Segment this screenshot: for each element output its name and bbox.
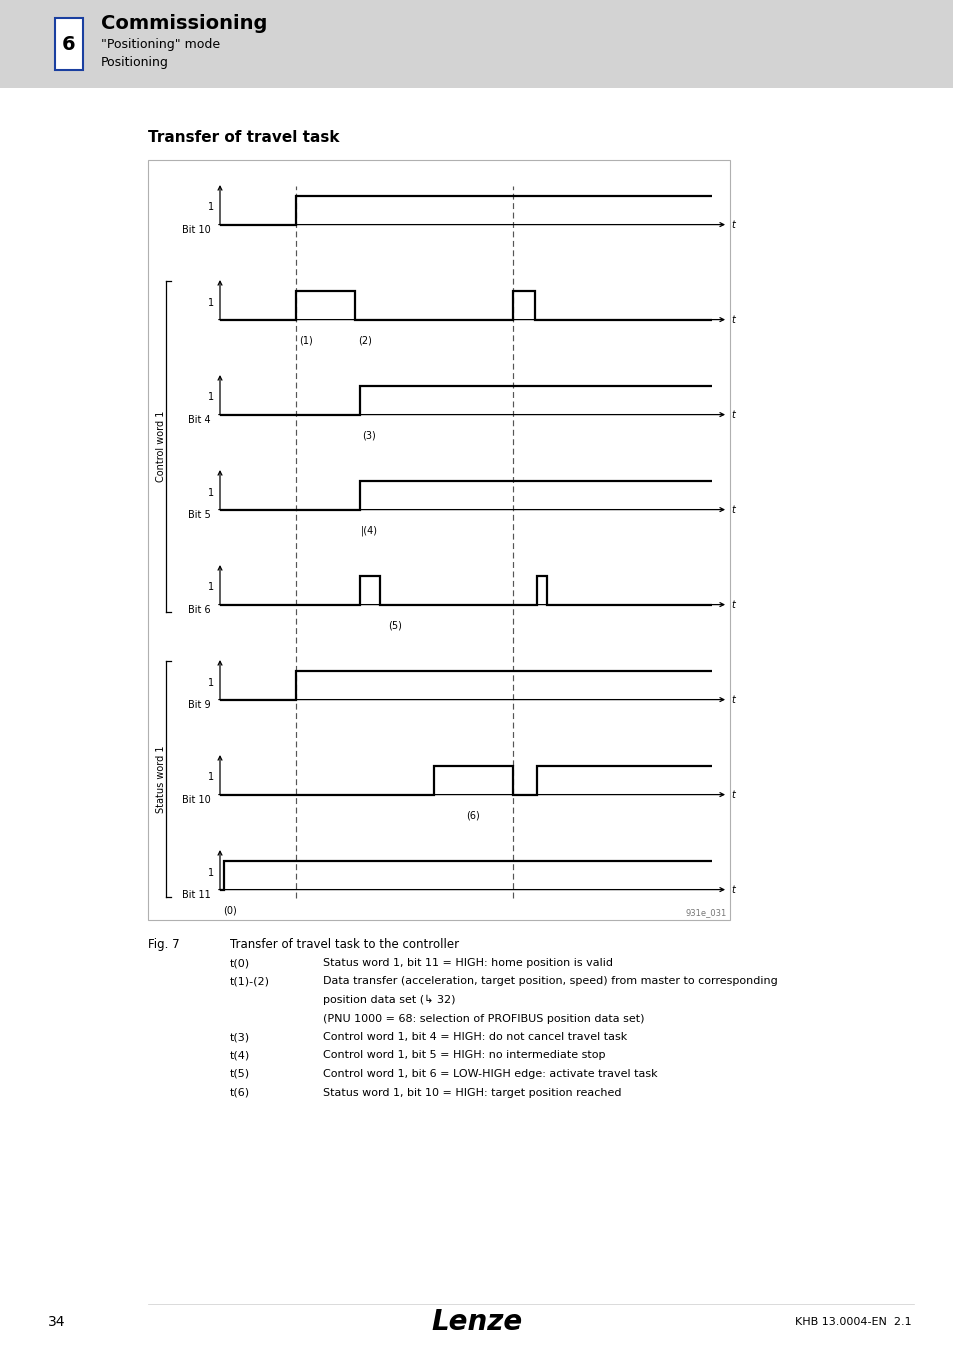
Text: t: t: [730, 409, 734, 420]
Bar: [55, 18, 83, 70]
Text: "Positioning" mode: "Positioning" mode: [101, 38, 220, 51]
Text: Bit 6: Bit 6: [188, 605, 211, 616]
Text: position data set (↳ 32): position data set (↳ 32): [323, 995, 455, 1006]
Text: Control word 1, bit 4 = HIGH: do not cancel travel task: Control word 1, bit 4 = HIGH: do not can…: [323, 1031, 626, 1042]
Text: Status word 1, bit 10 = HIGH: target position reached: Status word 1, bit 10 = HIGH: target pos…: [323, 1088, 620, 1098]
Text: Lenze: Lenze: [431, 1308, 522, 1336]
Text: t(0): t(0): [230, 958, 250, 968]
Text: 1: 1: [208, 582, 213, 593]
Text: t(4): t(4): [230, 1050, 250, 1061]
Text: Control word 1: Control word 1: [156, 410, 166, 482]
Text: t: t: [730, 315, 734, 324]
Text: (1): (1): [299, 336, 313, 346]
Text: Bit 10: Bit 10: [182, 795, 211, 806]
Text: t: t: [730, 220, 734, 230]
Text: t: t: [730, 505, 734, 514]
Text: Positioning: Positioning: [101, 55, 169, 69]
Text: t(5): t(5): [230, 1069, 250, 1079]
Text: (3): (3): [362, 431, 375, 441]
Text: Transfer of travel task: Transfer of travel task: [148, 130, 339, 144]
Text: t: t: [730, 790, 734, 799]
Text: (2): (2): [358, 336, 372, 346]
Text: 931e_031: 931e_031: [685, 909, 726, 917]
Text: KHB 13.0004-EN  2.1: KHB 13.0004-EN 2.1: [795, 1318, 911, 1327]
Text: 1: 1: [208, 868, 213, 878]
Text: Bit 5: Bit 5: [188, 510, 211, 520]
Text: (5): (5): [388, 621, 401, 630]
Text: Fig. 7: Fig. 7: [148, 938, 179, 950]
Text: t(6): t(6): [230, 1088, 250, 1098]
Text: t: t: [730, 884, 734, 895]
Text: Control word 1, bit 6 = LOW-HIGH edge: activate travel task: Control word 1, bit 6 = LOW-HIGH edge: a…: [323, 1069, 657, 1079]
Text: t: t: [730, 599, 734, 610]
Text: t: t: [730, 695, 734, 705]
Text: t(3): t(3): [230, 1031, 250, 1042]
Text: Status word 1: Status word 1: [156, 745, 166, 813]
Text: 6: 6: [62, 35, 75, 54]
Text: Status word 1, bit 11 = HIGH: home position is valid: Status word 1, bit 11 = HIGH: home posit…: [323, 958, 613, 968]
Text: Bit 10: Bit 10: [182, 225, 211, 235]
Text: (6): (6): [466, 811, 479, 821]
Text: 1: 1: [208, 297, 213, 308]
Text: Data transfer (acceleration, target position, speed) from master to correspondin: Data transfer (acceleration, target posi…: [323, 976, 777, 987]
Text: t(1)-(2): t(1)-(2): [230, 976, 270, 987]
Text: Transfer of travel task to the controller: Transfer of travel task to the controlle…: [230, 938, 458, 950]
Text: |(4): |(4): [361, 526, 377, 536]
Text: Bit 4: Bit 4: [188, 416, 211, 425]
Text: Commissioning: Commissioning: [101, 14, 267, 32]
Text: (PNU 1000 = 68: selection of PROFIBUS position data set): (PNU 1000 = 68: selection of PROFIBUS po…: [323, 1014, 644, 1023]
Text: 1: 1: [208, 678, 213, 687]
Text: 1: 1: [208, 202, 213, 212]
Text: Control word 1, bit 5 = HIGH: no intermediate stop: Control word 1, bit 5 = HIGH: no interme…: [323, 1050, 605, 1061]
Text: Bit 9: Bit 9: [188, 701, 211, 710]
Text: 34: 34: [48, 1315, 66, 1328]
Text: Bit 11: Bit 11: [182, 890, 211, 900]
Text: (0): (0): [223, 906, 236, 915]
Text: 1: 1: [208, 393, 213, 402]
Bar: [148, 161, 729, 919]
Text: 1: 1: [208, 487, 213, 498]
Bar: [0, 0, 953, 88]
Text: 1: 1: [208, 772, 213, 783]
